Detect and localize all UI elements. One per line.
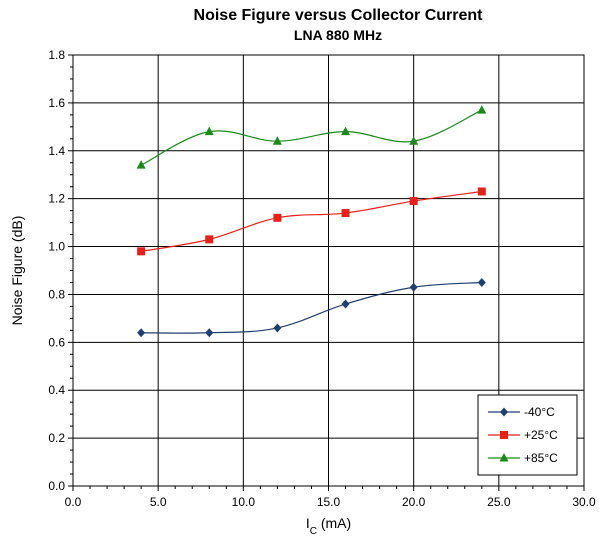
series-line (141, 281, 482, 334)
y-tick-label: 0.8 (48, 287, 65, 301)
legend-item: -40°C (488, 405, 555, 419)
x-tick-label: 5.0 (150, 495, 167, 509)
data-point (341, 299, 350, 309)
y-tick-label: 1.0 (48, 240, 65, 254)
legend: -40°C +25°C +85°C (477, 394, 578, 476)
grid-lines (73, 55, 584, 486)
data-point (477, 187, 486, 196)
y-tick-label: 0.6 (48, 335, 65, 349)
legend-marker (499, 453, 509, 462)
legend-label: +85°C (524, 451, 558, 465)
series-line (140, 109, 483, 166)
legend-marker (500, 431, 508, 439)
legend-label: +25°C (524, 428, 558, 442)
data-point (341, 126, 351, 136)
data-point (273, 213, 282, 222)
data-point (272, 136, 282, 145)
x-axis-label-main: I (306, 515, 310, 531)
x-axis-label-subscript: C (310, 526, 317, 537)
x-tick-label: 20.0 (402, 495, 426, 509)
x-tick-label: 10.0 (232, 495, 256, 509)
x-tick-label: 15.0 (317, 495, 341, 509)
data-point (137, 328, 146, 338)
data-point (409, 282, 418, 292)
legend-item: +85°C (488, 451, 558, 465)
x-tick-label: 25.0 (487, 495, 511, 509)
data-point (136, 160, 146, 169)
series-1 (137, 187, 486, 256)
chart-title: Noise Figure versus Collector Current (194, 7, 484, 24)
y-axis-label: Noise Figure (dB) (9, 216, 25, 326)
y-tick-label: 0.0 (48, 479, 65, 493)
y-tick-label: 0.4 (48, 383, 65, 397)
y-tick-label: 1.2 (48, 192, 65, 206)
y-tick-label: 0.2 (48, 431, 65, 445)
legend-item: +25°C (488, 428, 558, 442)
legend-marker (500, 407, 508, 417)
x-tick-label: 30.0 (572, 495, 596, 509)
series-layer (136, 105, 487, 338)
data-point (341, 209, 350, 218)
series-2 (136, 105, 487, 169)
data-point (137, 247, 146, 256)
data-point (204, 126, 214, 136)
data-point (205, 328, 214, 338)
series-0 (137, 277, 486, 338)
x-axis-label-unit: (mA) (317, 515, 351, 531)
series-line (141, 190, 482, 252)
x-tick-label: 0.0 (65, 495, 82, 509)
data-point (409, 136, 419, 145)
y-tick-label: 1.6 (48, 96, 65, 110)
legend-label: -40°C (524, 405, 555, 419)
data-point (477, 105, 487, 114)
data-point (409, 197, 418, 206)
data-point (273, 323, 282, 333)
y-tick-label: 1.4 (48, 144, 65, 158)
y-tick-label: 1.8 (48, 48, 65, 62)
chart-subtitle: LNA 880 MHz (294, 27, 382, 43)
data-point (477, 277, 486, 287)
data-point (205, 235, 214, 244)
x-axis-label: IC (mA) (306, 515, 351, 537)
axis-ticks: 0.0 5.0 10.0 15.0 20.0 25.0 30.0 0.0 0.2 0.4 0.6 0.… (48, 48, 596, 509)
